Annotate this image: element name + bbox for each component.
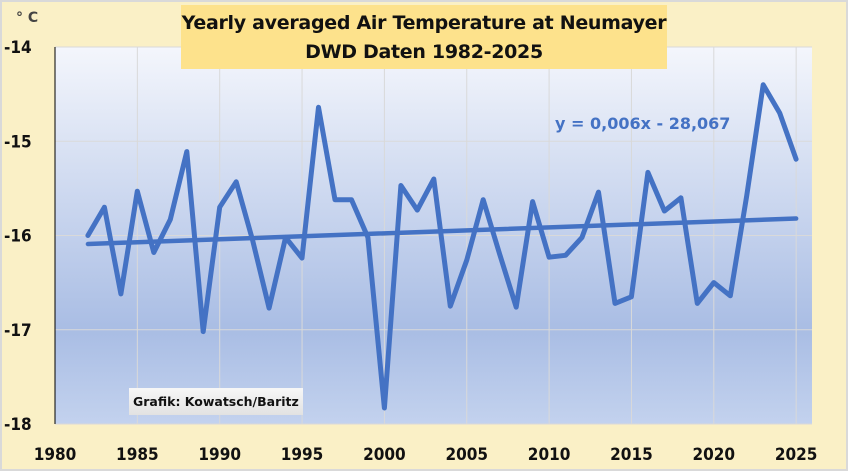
x-tick-label: 2015 xyxy=(610,445,653,465)
trendline-equation: y = 0,006x - 28,067 xyxy=(555,114,731,133)
y-tick-label: -18 xyxy=(4,415,32,435)
x-tick-label: 2010 xyxy=(528,445,571,465)
x-tick-label: 2020 xyxy=(693,445,736,465)
y-tick-label: -14 xyxy=(4,38,32,58)
credit-label: Grafik: Kowatsch/Baritz xyxy=(129,388,303,415)
chart-subtitle: DWD Daten 1982-2025 xyxy=(305,41,543,63)
x-tick-label: 1990 xyxy=(198,445,241,465)
y-tick-label: -17 xyxy=(4,321,32,341)
y-axis-unit-label: ° C xyxy=(16,10,38,26)
y-tick-label: -16 xyxy=(4,227,32,247)
chart-title-box: Yearly averaged Air Temperature at Neuma… xyxy=(181,5,667,69)
x-tick-label: 2005 xyxy=(445,445,488,465)
chart-title: Yearly averaged Air Temperature at Neuma… xyxy=(181,12,667,34)
x-tick-label: 2025 xyxy=(775,445,818,465)
y-tick-label: -15 xyxy=(4,132,32,152)
x-tick-label: 1980 xyxy=(34,445,77,465)
x-tick-label: 2000 xyxy=(363,445,406,465)
x-tick-label: 1995 xyxy=(281,445,324,465)
x-tick-label: 1985 xyxy=(116,445,159,465)
temperature-series-line xyxy=(85,82,799,411)
